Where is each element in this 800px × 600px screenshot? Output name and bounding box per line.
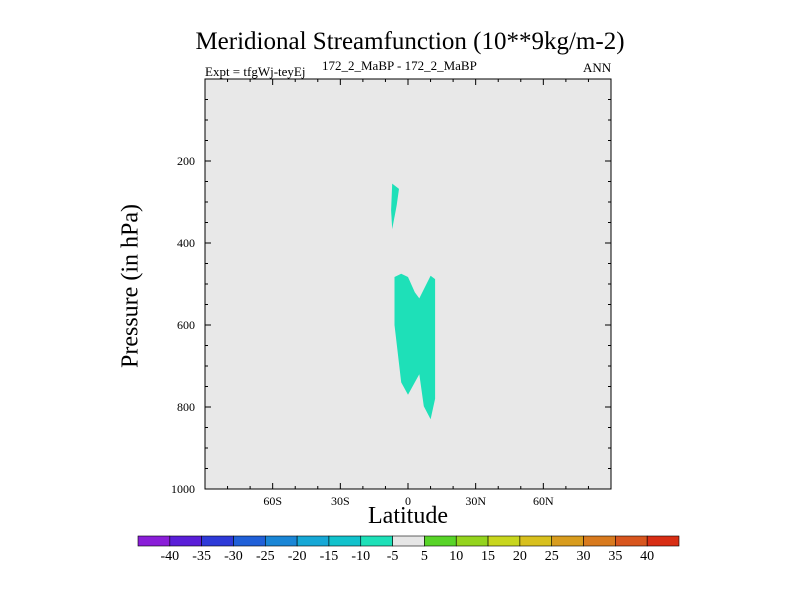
- x-tick-label: 30N: [465, 494, 486, 508]
- y-tick-label: 200: [177, 154, 195, 168]
- colorbar-label: -25: [256, 549, 275, 564]
- colorbar-swatch: [328, 535, 362, 547]
- x-tick-label: 30S: [331, 494, 350, 508]
- y-tick-label: 400: [177, 236, 195, 250]
- x-tick-label: 60S: [263, 494, 282, 508]
- colorbar-swatch: [487, 535, 521, 547]
- x-tick-label: 0: [405, 494, 411, 508]
- y-tick-label: 1000: [171, 482, 195, 496]
- colorbar-swatch: [519, 535, 553, 547]
- colorbar-label: 30: [577, 549, 591, 564]
- colorbar-swatch: [201, 535, 234, 547]
- experiment-label: Expt = tfgWj-teyEj: [205, 64, 306, 79]
- colorbar-swatch: [137, 535, 171, 547]
- colorbar-label: 20: [513, 549, 527, 564]
- colorbar-swatch: [169, 535, 202, 547]
- colorbar-label: -35: [192, 549, 211, 564]
- case-label: 172_2_MaBP - 172_2_MaBP: [322, 58, 477, 73]
- colorbar-swatch: [424, 535, 457, 547]
- y-tick-label: 800: [177, 400, 195, 414]
- colorbar-swatch: [296, 535, 330, 547]
- colorbar-label: -20: [288, 549, 307, 564]
- x-tick-label: 60N: [533, 494, 554, 508]
- colorbar-label: 10: [449, 549, 463, 564]
- contour-region-2: [394, 273, 436, 420]
- colorbar-swatch: [646, 535, 680, 547]
- colorbar-label: -30: [224, 549, 243, 564]
- colorbar-label: 15: [481, 549, 495, 564]
- colorbar-label: 40: [640, 549, 654, 564]
- y-tick-label: 600: [177, 318, 195, 332]
- colorbar-swatch: [551, 535, 584, 547]
- colorbar-swatch: [233, 535, 266, 547]
- colorbar-label: -5: [387, 549, 399, 564]
- chart-title: Meridional Streamfunction (10**9kg/m-2): [195, 28, 625, 55]
- colorbar-swatch: [264, 535, 298, 547]
- colorbar-label: 5: [421, 549, 428, 564]
- colorbar-label: -10: [351, 549, 370, 564]
- colorbar-label: -40: [160, 549, 179, 564]
- colorbar-swatch: [615, 535, 648, 547]
- x-axis-label: Latitude: [368, 503, 448, 529]
- colorbar-label: 35: [608, 549, 622, 564]
- colorbar-label: -15: [320, 549, 339, 564]
- colorbar-swatch: [392, 535, 425, 547]
- colorbar-swatch: [583, 535, 616, 547]
- season-label: ANN: [583, 60, 612, 75]
- colorbar-swatch: [455, 535, 489, 547]
- colorbar-swatch: [360, 535, 393, 547]
- y-axis-label: Pressure (in hPa): [117, 204, 144, 368]
- contour-region-1: [391, 183, 399, 230]
- colorbar-label: 25: [545, 549, 559, 564]
